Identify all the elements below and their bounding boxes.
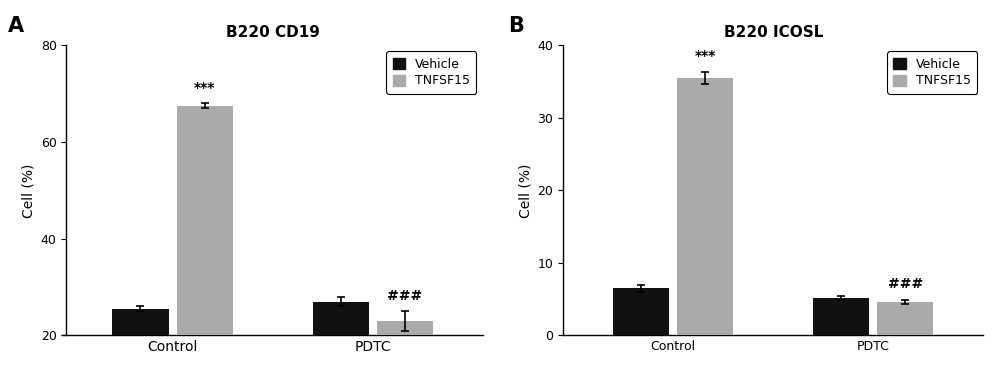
Bar — [677, 78, 733, 335]
Legend: Vehicle, TNFSF15: Vehicle, TNFSF15 — [887, 52, 977, 94]
Y-axis label: Cell (%): Cell (%) — [21, 163, 35, 217]
Legend: Vehicle, TNFSF15: Vehicle, TNFSF15 — [386, 52, 476, 94]
Bar — [877, 302, 933, 335]
Text: ***: *** — [194, 81, 215, 95]
Text: ###: ### — [387, 289, 422, 303]
Text: ***: *** — [695, 49, 716, 63]
Bar — [112, 309, 169, 371]
Bar — [613, 288, 669, 335]
Text: ###: ### — [888, 277, 923, 291]
Bar — [377, 321, 433, 371]
Text: B: B — [509, 16, 524, 36]
Bar — [313, 302, 369, 371]
Title: B220 ICOSL: B220 ICOSL — [724, 25, 823, 40]
Text: A: A — [8, 16, 24, 36]
Bar — [177, 106, 233, 371]
Y-axis label: Cell (%): Cell (%) — [518, 163, 532, 217]
Bar — [813, 298, 869, 335]
Title: B220 CD19: B220 CD19 — [226, 25, 319, 40]
